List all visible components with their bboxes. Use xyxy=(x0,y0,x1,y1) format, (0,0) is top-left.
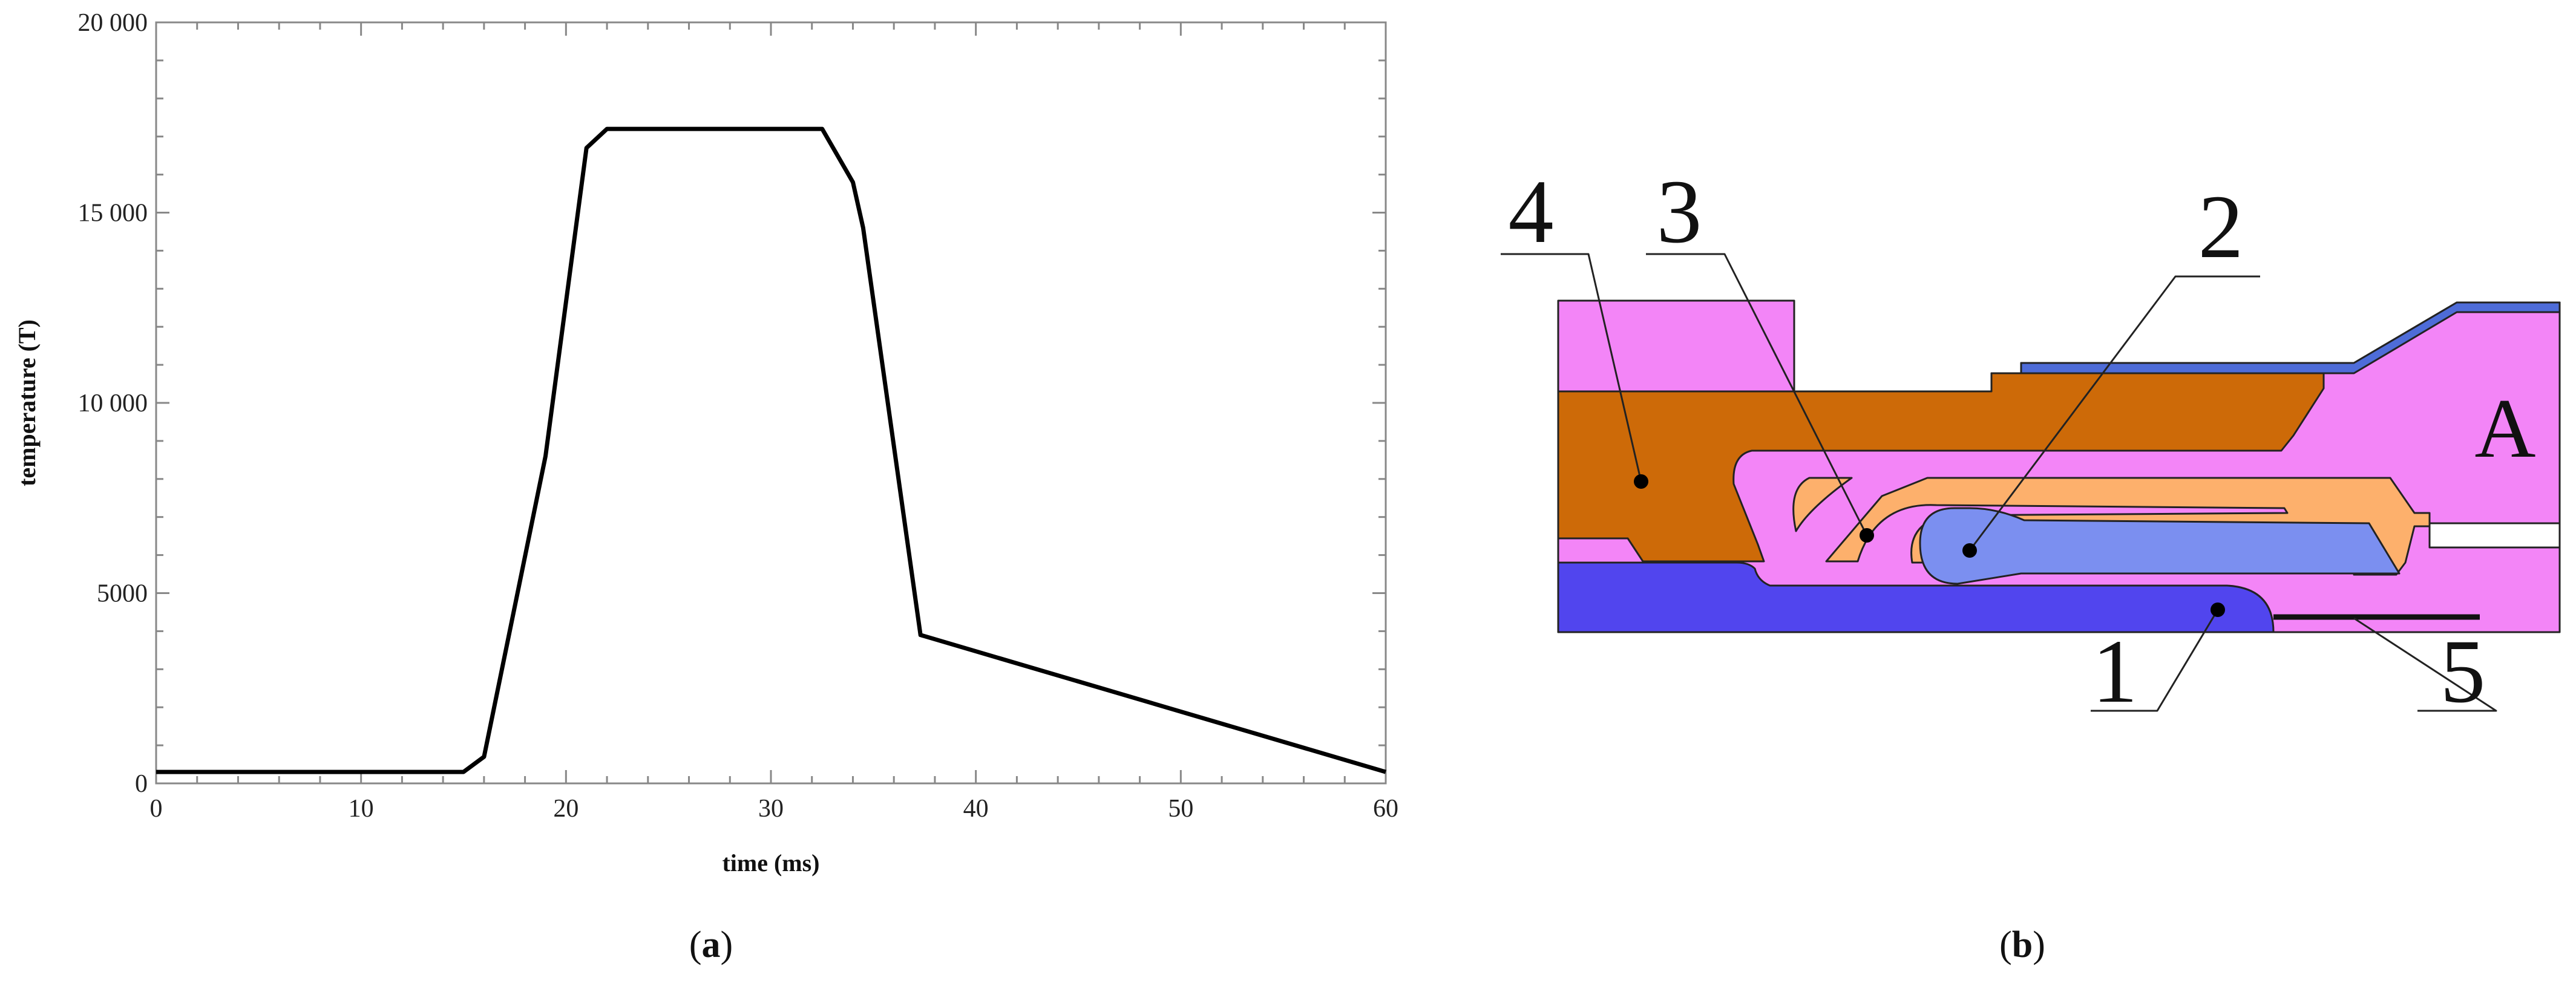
plot-frame xyxy=(155,21,1387,785)
x-tick-label: 20 xyxy=(553,795,578,823)
x-tick-label: 60 xyxy=(1373,795,1398,823)
caption-b: (b) xyxy=(1999,924,2045,965)
x-tick-label: 30 xyxy=(758,795,784,823)
y-tick-label: 10 000 xyxy=(78,390,148,417)
x-tick-label: 10 xyxy=(349,795,374,823)
caption-a: (a) xyxy=(689,924,733,965)
part-label-5: 5 xyxy=(2440,621,2486,722)
part-label-2: 2 xyxy=(2198,177,2244,277)
temperature-chart: 0 10 20 30 40 50 60 0 5000 10 000 15 000 20 000 ti… xyxy=(13,9,1399,965)
x-tick-label: 0 xyxy=(150,795,163,823)
y-axis-title: temperature (T) xyxy=(13,319,41,486)
x-tick-label: 40 xyxy=(963,795,989,823)
part-2 xyxy=(1919,507,2401,585)
part-3-crescent xyxy=(1792,477,1853,532)
part-4 xyxy=(1557,372,2325,563)
x-axis-title: time (ms) xyxy=(722,849,819,877)
marker-dots xyxy=(1634,474,2225,617)
minor-ticks xyxy=(155,21,1387,785)
part-1 xyxy=(1557,561,2275,633)
part-label-1: 1 xyxy=(2093,621,2138,722)
temperature-series-line xyxy=(156,126,1386,774)
y-tick-labels: 0 5000 10 000 15 000 20 000 xyxy=(78,9,148,798)
y-tick-label: 20 000 xyxy=(78,9,148,37)
part-label-4: 4 xyxy=(1509,162,1554,262)
cross-section-diagram: 4 3 2 1 5 A (b) xyxy=(1501,162,2561,965)
white-slot xyxy=(2428,522,2561,549)
region-label-a: A xyxy=(2474,382,2535,475)
part-label-3: 3 xyxy=(1657,162,1702,262)
leader-lines xyxy=(1501,253,2497,712)
y-tick-label: 0 xyxy=(135,770,148,798)
y-tick-label: 15 000 xyxy=(78,200,148,227)
x-tick-label: 50 xyxy=(1168,795,1193,823)
y-tick-label: 5000 xyxy=(97,580,148,608)
x-tick-labels: 0 10 20 30 40 50 60 xyxy=(150,795,1399,823)
